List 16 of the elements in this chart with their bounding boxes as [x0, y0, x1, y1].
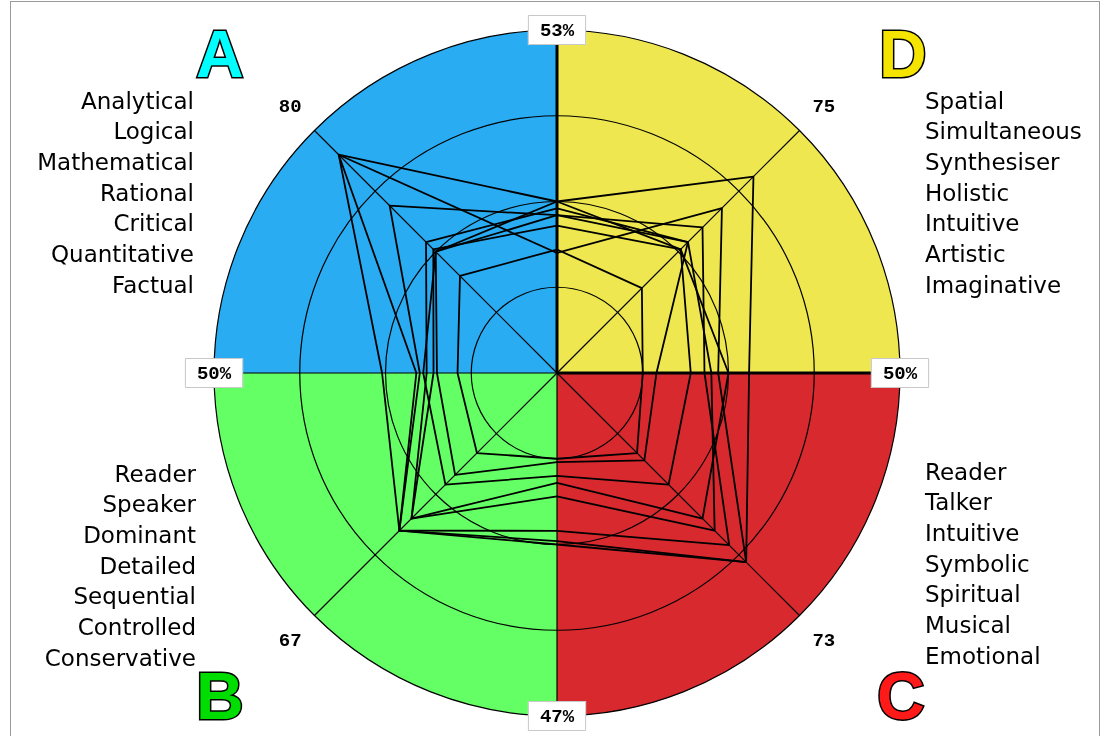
spoke-label: 53% — [539, 19, 575, 42]
text: Reader Talker Intuitive Symbolic Spiritual Musical Emotional — [925, 457, 1041, 671]
text: Spatial Simultaneous Synthesiser Holistic Intuitive Artistic Imaginative — [925, 86, 1082, 300]
text: C — [877, 659, 925, 733]
spoke-label: 80 — [278, 95, 302, 118]
text: Reader Speaker Dominant Detailed Sequential Controlled Conservative — [44, 459, 196, 673]
text: A — [196, 17, 244, 91]
text: B — [196, 659, 244, 733]
spoke-label: 73 — [812, 629, 836, 652]
spoke-label: 47% — [539, 705, 575, 728]
spoke-label: 75 — [812, 95, 836, 118]
text: D — [879, 17, 927, 91]
spoke-label: 50% — [882, 362, 918, 385]
spoke-label: 67 — [278, 629, 302, 652]
spoke-label: 50% — [196, 362, 232, 385]
text: Analytical Logical Mathematical Rational Critical Quantitative Factual — [37, 86, 194, 300]
